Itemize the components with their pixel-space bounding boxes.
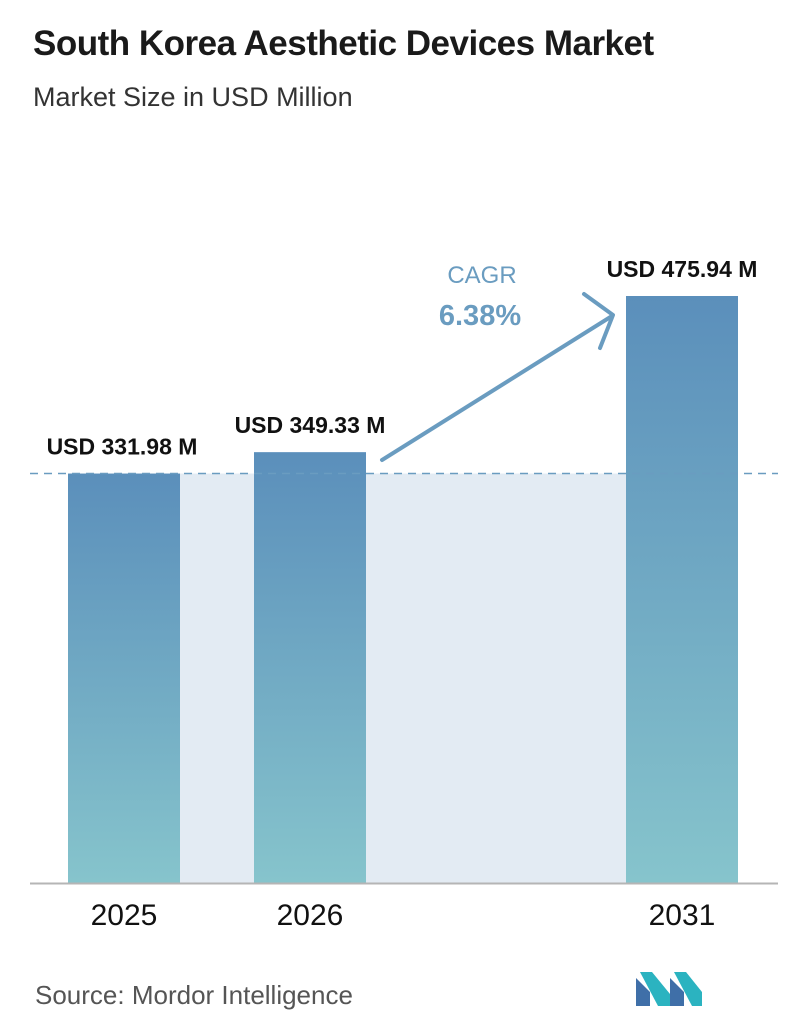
value-label-2025: USD 331.98 M xyxy=(47,434,198,460)
source-note: Source: Mordor Intelligence xyxy=(35,980,353,1010)
bar-2025 xyxy=(68,473,180,883)
bar-2026 xyxy=(254,452,366,883)
chart-title: South Korea Aesthetic Devices Market xyxy=(33,24,654,63)
cagr-arrow xyxy=(380,292,615,462)
bar-2031 xyxy=(626,296,738,883)
mordor-intelligence-logo-icon xyxy=(636,972,702,1006)
cagr-value: 6.38% xyxy=(439,300,521,332)
cagr-title: CAGR xyxy=(447,262,516,289)
chart-subtitle: Market Size in USD Million xyxy=(33,82,353,112)
x-tick-label-2031: 2031 xyxy=(649,899,716,932)
x-tick-label-2026: 2026 xyxy=(277,899,344,932)
value-label-2031: USD 475.94 M xyxy=(607,256,758,282)
x-tick-label-2025: 2025 xyxy=(91,899,158,932)
value-label-2026: USD 349.33 M xyxy=(235,412,386,438)
